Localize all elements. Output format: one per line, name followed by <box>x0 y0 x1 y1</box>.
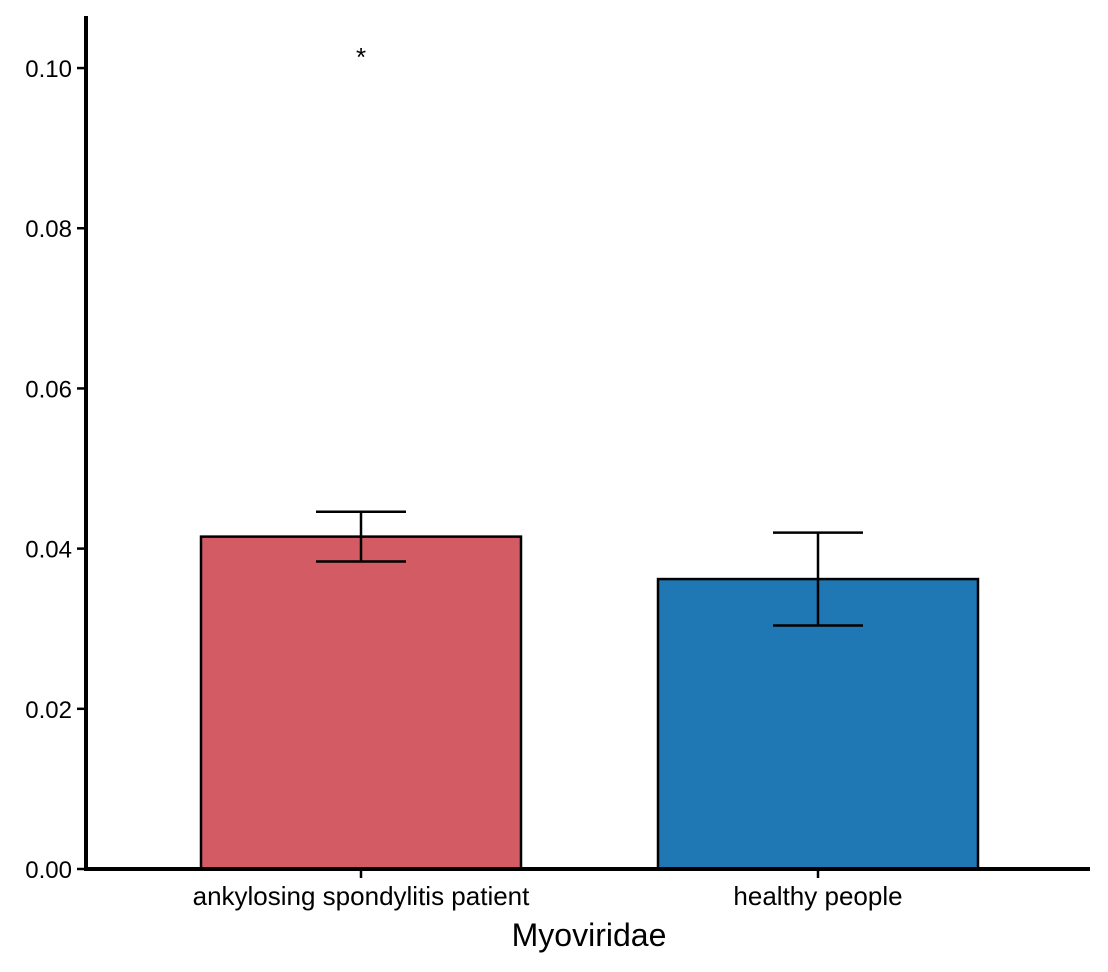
x-axis-title: Myoviridae <box>512 917 667 953</box>
x-tick-label-1: healthy people <box>733 881 902 911</box>
y-tick-label-4: 0.08 <box>25 216 72 243</box>
y-tick-label-5: 0.10 <box>25 56 72 83</box>
x-ticks-group: ankylosing spondylitis patient healthy pe… <box>193 869 903 911</box>
bar-1 <box>656 577 980 871</box>
y-tick-label-2: 0.04 <box>25 537 72 564</box>
x-tick-label-0: ankylosing spondylitis patient <box>193 881 531 911</box>
axes-group <box>84 16 1090 871</box>
y-tick-label-1: 0.02 <box>25 697 72 724</box>
significance-marker: * <box>356 42 366 72</box>
bars-group <box>199 535 980 871</box>
y-ticks-group: 0.00 0.02 0.04 0.06 0.08 0.10 <box>25 56 86 884</box>
y-tick-label-3: 0.06 <box>25 376 72 403</box>
y-tick-label-0: 0.00 <box>25 857 72 884</box>
error-bars-group <box>316 510 863 627</box>
bar-0 <box>199 535 523 871</box>
